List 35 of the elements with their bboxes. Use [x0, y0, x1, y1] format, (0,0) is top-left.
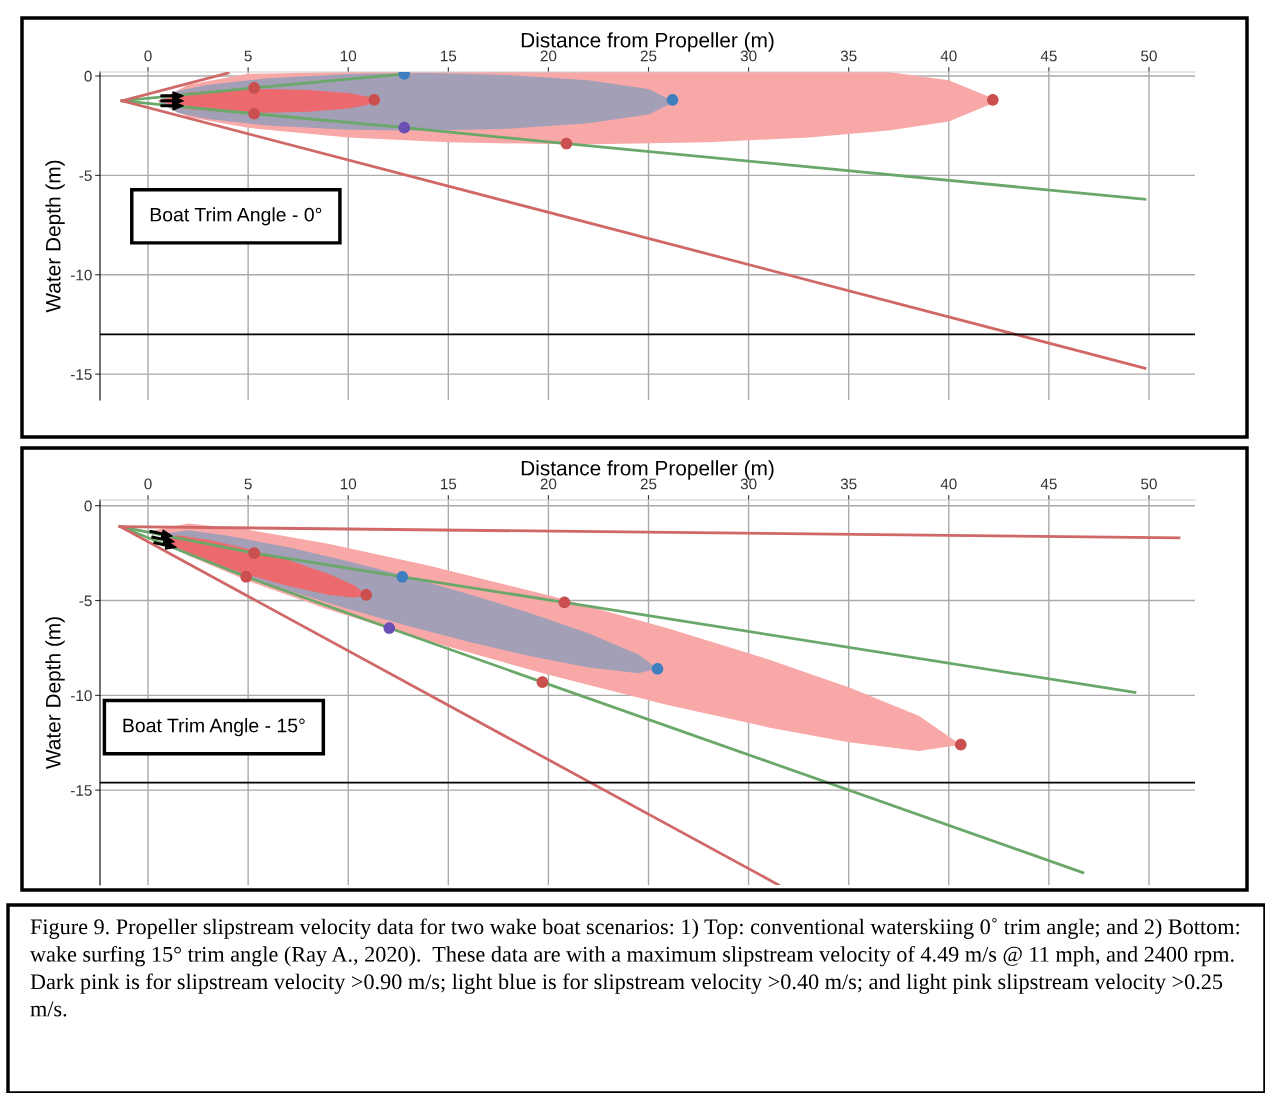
x-tick-label: 35: [840, 478, 857, 490]
x-tick-label: 10: [340, 50, 357, 62]
x-tick-label: 5: [244, 50, 252, 62]
x-tick-label: 50: [1141, 50, 1157, 62]
y-tick-label: 0: [84, 70, 92, 82]
x-tick-label: 40: [940, 50, 957, 62]
x-tick-label: 20: [540, 478, 557, 490]
x-tick-label: 45: [1040, 50, 1057, 62]
y-axis-title: Water Depth (m): [45, 160, 65, 313]
x-tick-label: 35: [840, 50, 857, 62]
y-tick-label: -5: [79, 595, 92, 607]
x-tick-label: 30: [740, 50, 757, 62]
x-tick-label: 10: [340, 478, 357, 490]
caption: Figure 9. Propeller slipstream velocity data for two wake boat scenarios: 1) Top: conventional waterskiing 0˚ trim angle; and 2) Bottom: wake surfing 15° trim angle (Ray A., 2020). These data are with a maximum slipstream velocity of 4.49 m/s @ 11 mph, and 2400 rpm. Dark pink is for slipstream velocity >0.90 m/s; light blue is for slipstream velocity >0.40 m/s; and light pink slipstream velocity >0.25 m/s.: [30, 918, 1239, 1017]
x-tick-label: 40: [940, 478, 957, 490]
x-tick-label: 15: [440, 50, 457, 62]
x-tick-label: 0: [144, 478, 152, 490]
y-tick-label: 0: [84, 500, 92, 512]
x-tick-label: 25: [640, 478, 657, 490]
annotation: Boat Trim Angle - 0°: [150, 207, 322, 226]
y-tick-label: -10: [70, 269, 92, 281]
x-tick-label: 0: [144, 50, 152, 62]
x-tick-label: 20: [540, 50, 557, 62]
y-tick-label: -15: [70, 369, 92, 380]
y-tick-label: -15: [70, 785, 92, 796]
x-tick-label: 15: [440, 478, 457, 490]
x-tick-label: 50: [1141, 478, 1157, 490]
x-tick-label: 45: [1040, 478, 1057, 490]
annotation: Boat Trim Angle - 15°: [123, 718, 305, 737]
y-axis-title: Water Depth (m): [45, 617, 65, 769]
x-tick-label: 25: [640, 50, 657, 62]
y-tick-label: -5: [79, 170, 92, 182]
x-tick-label: 5: [244, 478, 252, 490]
y-tick-label: -10: [70, 690, 92, 702]
x-tick-label: 30: [740, 478, 757, 490]
